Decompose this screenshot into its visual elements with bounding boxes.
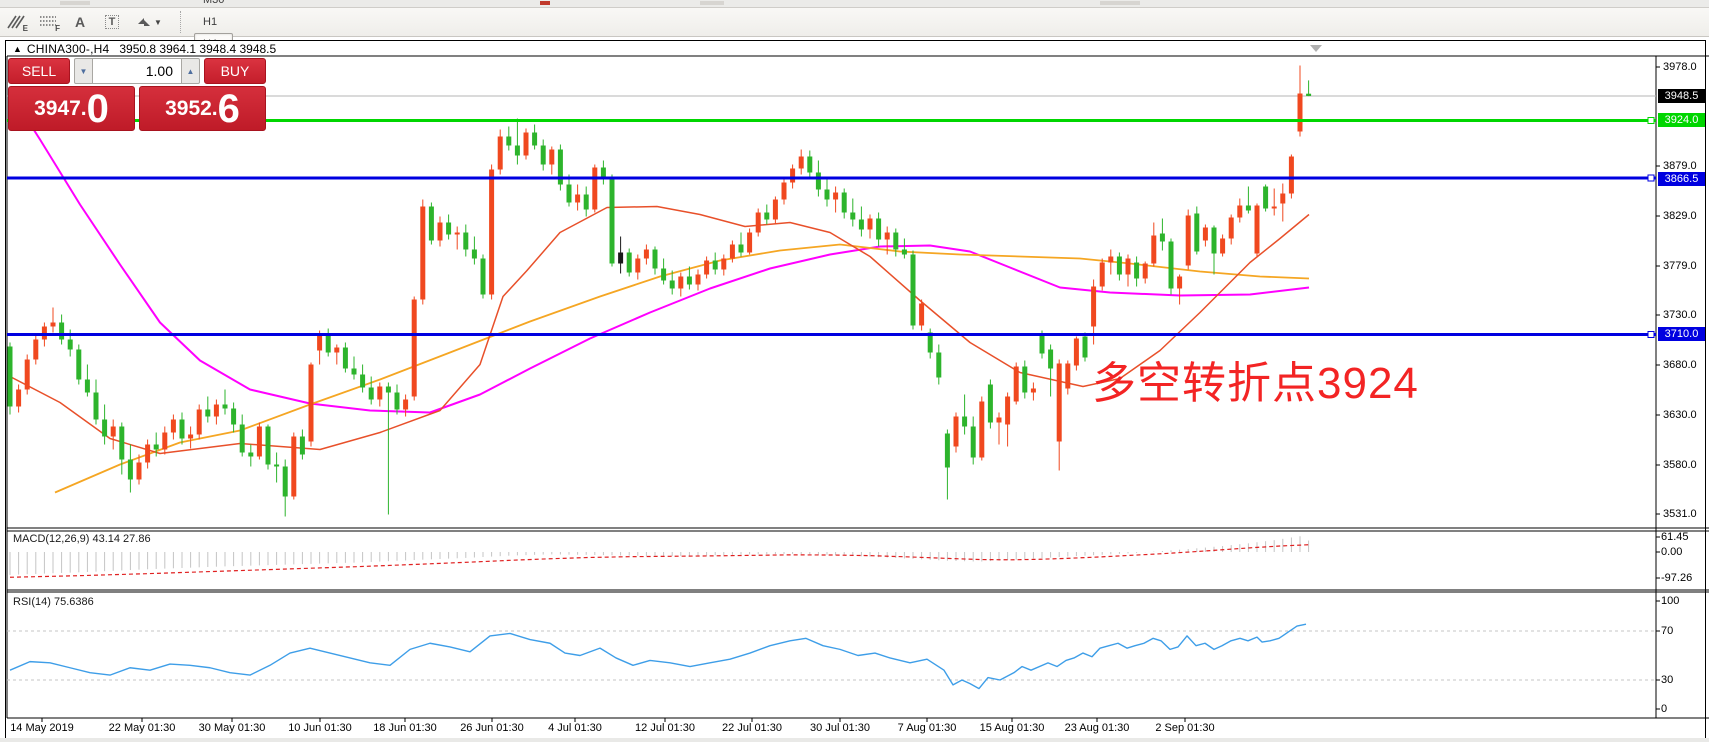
- price-axis-badge: 3948.5: [1658, 89, 1705, 103]
- chart-titlebar: ▲ CHINA300-,H4 3950.8 3964.1 3948.4 3948…: [7, 42, 276, 56]
- macd-axis-label: -97.26: [1661, 572, 1693, 584]
- price-axis-tick-label: 3680.0: [1663, 359, 1697, 371]
- price-axis-tick-label: 3730.0: [1663, 309, 1697, 321]
- arrow-tools-icon[interactable]: ▼: [129, 10, 169, 34]
- date-axis-label: 22 May 01:30: [108, 722, 176, 734]
- macd-label: MACD(12,26,9) 43.14 27.86: [13, 533, 151, 545]
- toolbar-separator: [180, 11, 186, 33]
- date-axis-label: 30 May 01:30: [198, 722, 266, 734]
- buy-price-pips: 6: [217, 87, 240, 131]
- date-axis-label: 23 Aug 01:30: [1064, 722, 1130, 734]
- price-axis-tick-label: 3779.0: [1663, 260, 1697, 272]
- price-axis-badge: 3710.0: [1658, 327, 1705, 341]
- equidistant-channel-icon[interactable]: E: [1, 10, 31, 34]
- macd-axis-label: 61.45: [1661, 531, 1689, 543]
- date-axis-label: 4 Jul 01:30: [548, 722, 602, 734]
- fibo-lines-icon[interactable]: F: [33, 10, 63, 34]
- rsi-axis-label: 30: [1661, 674, 1674, 686]
- price-axis-badge: 3866.5: [1658, 172, 1705, 186]
- price-axis-tick-label: 3580.0: [1663, 459, 1697, 471]
- chart-ohlc-values: 3950.8 3964.1 3948.4 3948.5: [119, 42, 277, 56]
- text-label-glyph: A: [74, 14, 86, 30]
- collapse-triangle-icon[interactable]: ▲: [13, 44, 22, 54]
- volume-input[interactable]: [93, 58, 181, 84]
- rsi-axis-label: 70: [1661, 625, 1674, 637]
- rsi-label: RSI(14) 75.6386: [13, 596, 94, 608]
- window-bottom-edge: [0, 738, 1709, 742]
- date-axis-label: 2 Sep 01:30: [1155, 722, 1215, 734]
- toolbar-fragment: [1100, 1, 1140, 5]
- price-axis-tick-label: 3978.0: [1663, 61, 1697, 73]
- toolbar-fragment-red: [540, 1, 550, 5]
- date-axis-label: 18 Jun 01:30: [373, 722, 437, 734]
- toolbar: E F A T ▼ M1M5M15M30H1H4D1W1MN: [0, 0, 1709, 116]
- sell-price-pips: 0: [86, 87, 109, 131]
- timeframe-button-h1[interactable]: H1: [203, 16, 218, 28]
- timeframe-button-m30[interactable]: M30: [203, 0, 225, 6]
- date-axis-label: 15 Aug 01:30: [979, 722, 1045, 734]
- rsi-axis-label: 0: [1661, 703, 1668, 715]
- chart-annotation-text: 多空转折点3924: [1092, 359, 1419, 408]
- cutoff-toolbar-strip: [0, 0, 1709, 8]
- date-axis-label: 7 Aug 01:30: [897, 722, 957, 734]
- volume-increase-button[interactable]: ▲: [181, 58, 200, 84]
- price-axis-tick-label: 3829.0: [1663, 210, 1697, 222]
- sell-price-display[interactable]: 3947. 0: [8, 86, 135, 131]
- price-axis-tick-label: 3531.0: [1663, 508, 1697, 520]
- dropdown-caret-icon: ▼: [154, 17, 162, 27]
- buy-price-display[interactable]: 3952. 6: [139, 86, 266, 131]
- date-axis-label: 10 Jun 01:30: [288, 722, 352, 734]
- chart-window[interactable]: [5, 40, 1706, 739]
- chart-title: CHINA300-,H4: [26, 42, 110, 56]
- toolbar-fragment: [60, 1, 90, 5]
- one-click-trade-panel: SELL ▼ ▲ BUY 3947.0 3952.6: [8, 58, 266, 131]
- price-axis-tick-label: 3630.0: [1663, 409, 1697, 421]
- date-axis-label: 22 Jul 01:30: [722, 722, 782, 734]
- buy-button[interactable]: BUY: [204, 58, 266, 84]
- date-axis-label: 12 Jul 01:30: [635, 722, 695, 734]
- sell-button[interactable]: SELL: [8, 58, 70, 84]
- volume-stepper: ▼ ▲: [74, 58, 200, 84]
- price-axis-badge: 3924.0: [1658, 113, 1705, 127]
- text-box-glyph: T: [104, 15, 120, 29]
- icon-subscript: E: [22, 24, 28, 33]
- date-axis-label: 14 May 2019: [10, 722, 74, 734]
- volume-decrease-button[interactable]: ▼: [74, 58, 93, 84]
- icon-subscript: F: [55, 24, 60, 33]
- date-axis-label: 30 Jul 01:30: [810, 722, 870, 734]
- rsi-axis-label: 100: [1661, 595, 1680, 607]
- text-label-icon[interactable]: A: [65, 10, 95, 34]
- buy-price-main: 3952.: [165, 97, 218, 120]
- toolbar-fragment: [700, 1, 724, 5]
- price-axis-tick-label: 3879.0: [1663, 160, 1697, 172]
- text-box-icon[interactable]: T: [97, 10, 127, 34]
- sell-price-main: 3947.: [34, 97, 87, 120]
- macd-axis-label: 0.00: [1661, 546, 1683, 558]
- date-axis-label: 26 Jun 01:30: [460, 722, 524, 734]
